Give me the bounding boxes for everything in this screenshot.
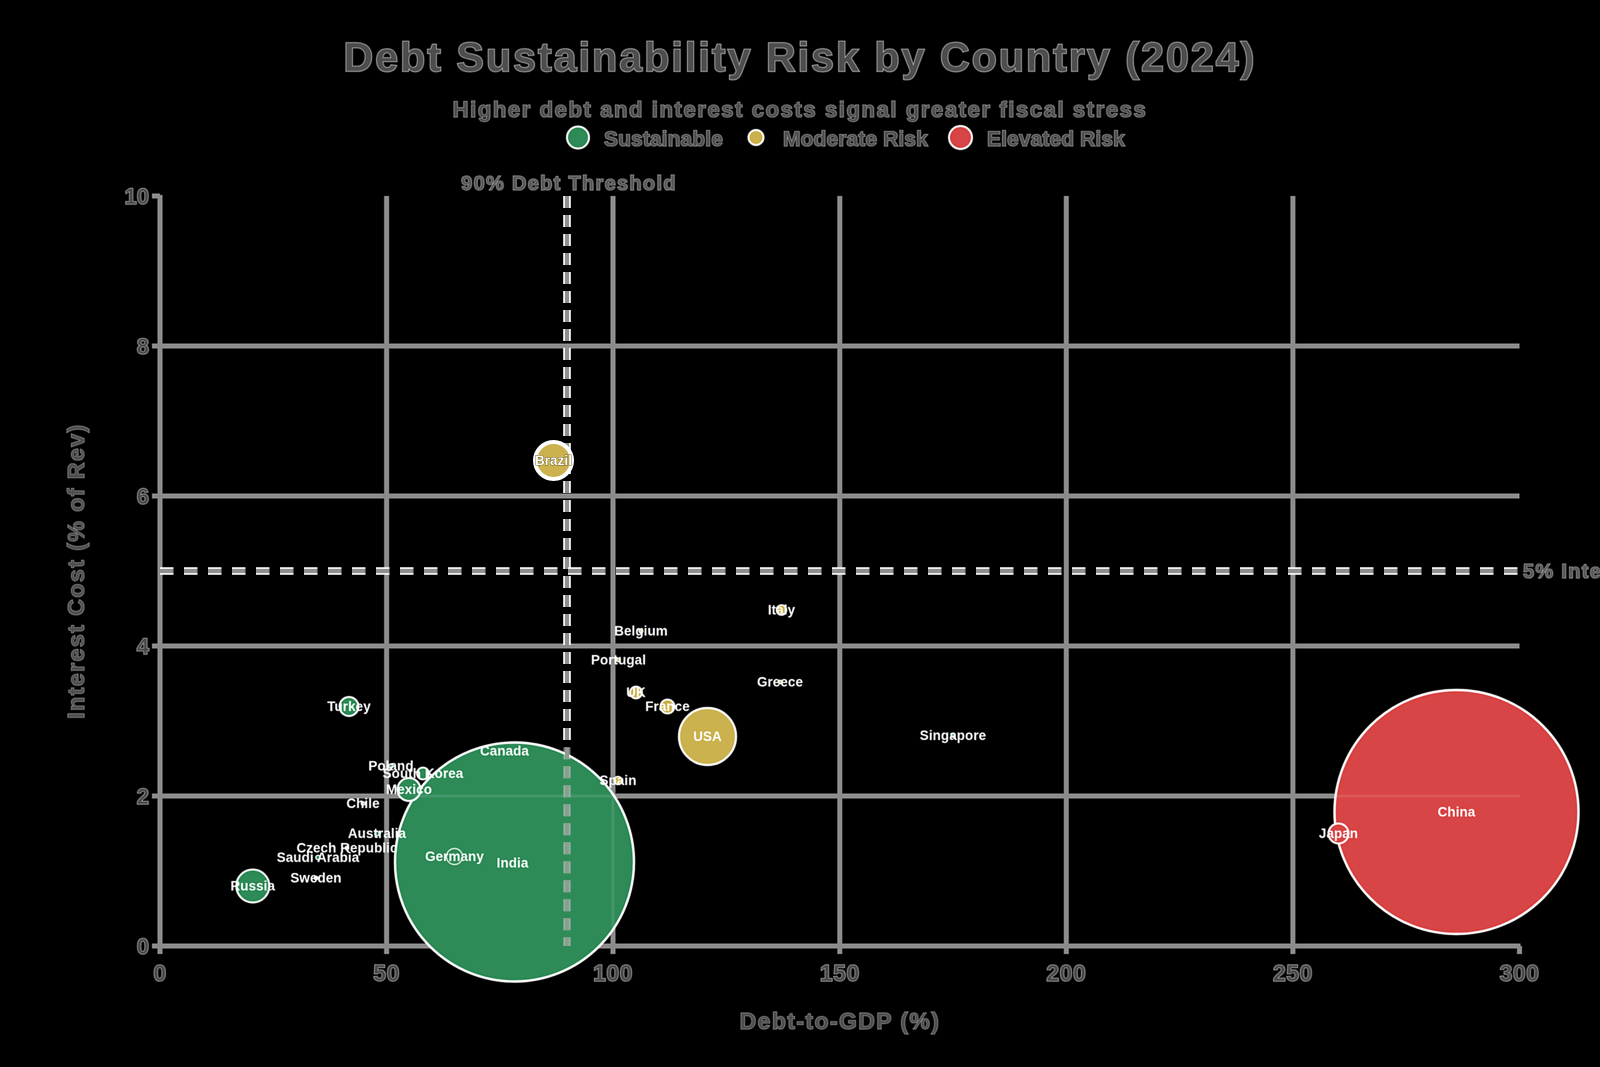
svg-text:8: 8: [137, 334, 149, 359]
svg-text:Moderate Risk: Moderate Risk: [783, 128, 928, 151]
svg-text:6: 6: [137, 484, 149, 509]
svg-text:China: China: [1438, 805, 1476, 820]
svg-text:Higher debt and interest costs: Higher debt and interest costs signal gr…: [453, 97, 1148, 122]
svg-text:UK: UK: [626, 685, 646, 700]
svg-text:South Korea: South Korea: [383, 766, 464, 781]
svg-text:0: 0: [153, 960, 166, 986]
svg-text:Poland: Poland: [368, 759, 413, 774]
svg-text:Portugal: Portugal: [591, 653, 646, 668]
svg-text:50: 50: [373, 960, 400, 986]
svg-text:Saudi Arabia: Saudi Arabia: [277, 850, 360, 865]
svg-text:Australia: Australia: [348, 826, 407, 841]
svg-text:Germany: Germany: [425, 849, 484, 864]
svg-text:0: 0: [137, 934, 149, 959]
svg-text:2: 2: [137, 784, 149, 809]
svg-text:Sustainable: Sustainable: [604, 128, 723, 151]
svg-text:Chile: Chile: [346, 796, 379, 811]
svg-text:Singapore: Singapore: [920, 728, 986, 743]
svg-text:Elevated Risk: Elevated Risk: [987, 128, 1125, 151]
svg-text:Belgium: Belgium: [614, 624, 668, 639]
svg-text:France: France: [645, 699, 690, 714]
svg-text:Russia: Russia: [231, 879, 276, 894]
svg-text:250: 250: [1273, 960, 1313, 986]
svg-text:10: 10: [125, 184, 149, 209]
svg-text:300: 300: [1500, 960, 1540, 986]
svg-text:Turkey: Turkey: [327, 699, 371, 714]
svg-text:Debt Sustainability Risk by Co: Debt Sustainability Risk by Country (202…: [344, 34, 1257, 80]
svg-text:Brazil: Brazil: [535, 453, 572, 468]
svg-text:India: India: [497, 856, 529, 871]
svg-text:Greece: Greece: [757, 675, 803, 690]
svg-text:Spain: Spain: [600, 773, 637, 788]
svg-text:Sweden: Sweden: [290, 871, 341, 886]
svg-text:Debt-to-GDP (%): Debt-to-GDP (%): [740, 1008, 941, 1034]
svg-text:200: 200: [1046, 960, 1086, 986]
svg-text:Italy: Italy: [768, 603, 796, 618]
svg-text:Japan: Japan: [1319, 826, 1358, 841]
svg-text:4: 4: [137, 634, 150, 659]
svg-text:Interest Cost (% of Rev): Interest Cost (% of Rev): [63, 423, 89, 718]
svg-text:USA: USA: [693, 729, 722, 744]
svg-text:90% Debt Threshold: 90% Debt Threshold: [461, 173, 677, 195]
svg-text:5% Interest Burden: 5% Interest Burden: [1523, 561, 1600, 583]
svg-text:Czech Republic: Czech Republic: [296, 841, 398, 856]
svg-text:Mexico: Mexico: [386, 782, 432, 797]
svg-text:150: 150: [820, 960, 860, 986]
svg-text:Canada: Canada: [480, 744, 529, 759]
svg-text:100: 100: [593, 960, 633, 986]
